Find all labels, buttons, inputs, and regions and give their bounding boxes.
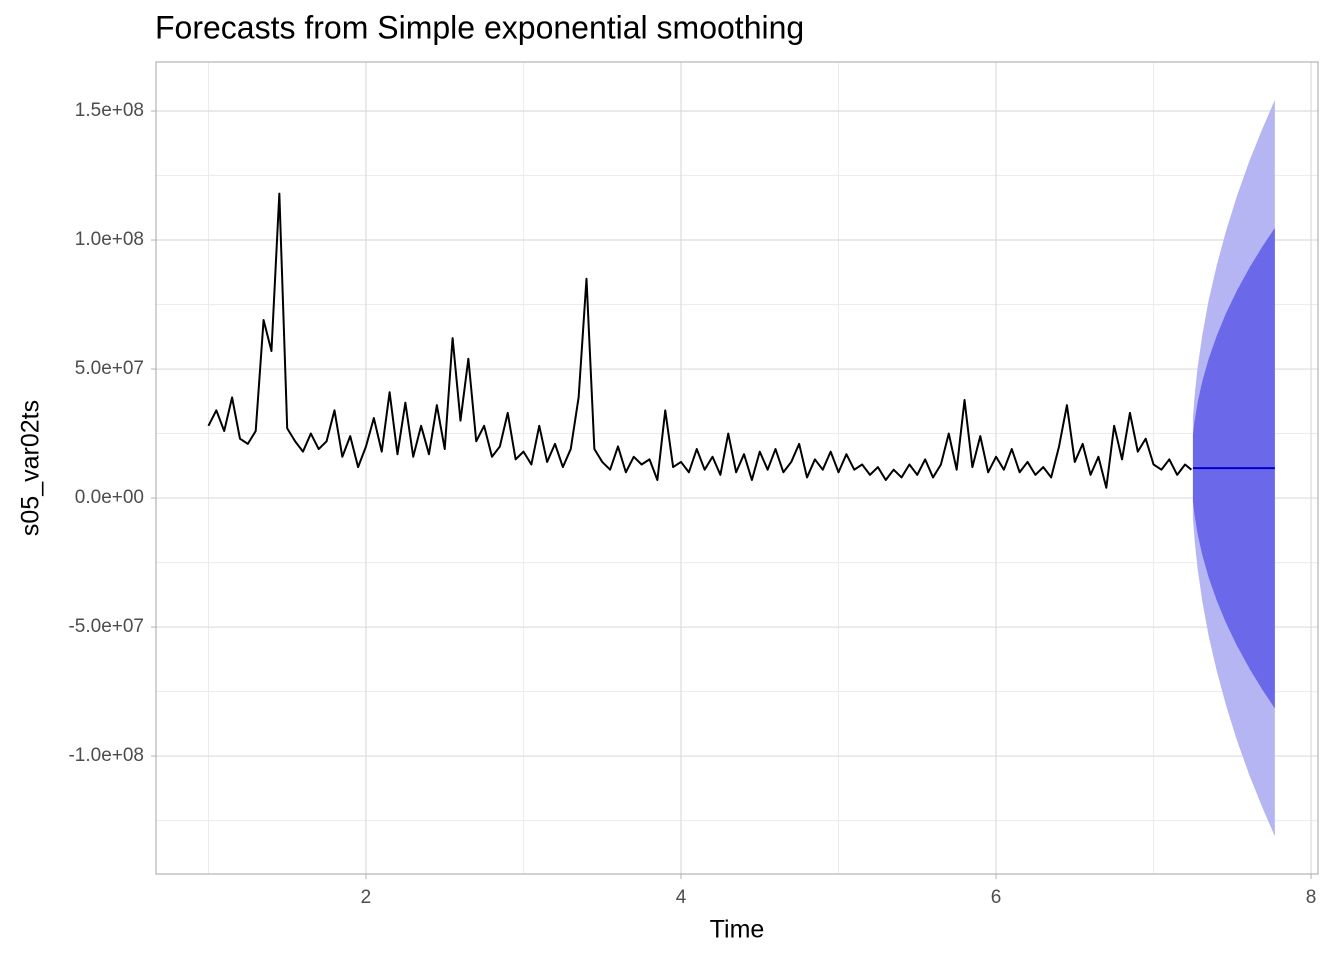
y-tick-label: 1.0e+08 [75, 229, 144, 250]
x-tick-label: 4 [676, 887, 687, 908]
chart-title: Forecasts from Simple exponential smooth… [155, 9, 804, 45]
panel-border [155, 61, 1319, 875]
y-tick-label: 1.5e+08 [75, 100, 144, 121]
y-tick-label: 5.0e+07 [75, 358, 144, 379]
x-tick-label: 6 [991, 887, 1002, 908]
x-tick-label: 8 [1306, 887, 1317, 908]
x-axis-title: Time [710, 916, 765, 944]
series-line [207, 192, 1192, 489]
y-tick-label: 0.0e+00 [75, 487, 144, 508]
y-tick-label: -1.0e+08 [68, 745, 144, 766]
y-axis-title: s05_var02ts [17, 400, 45, 536]
y-tick-label: -5.0e+07 [68, 616, 144, 637]
x-tick-label: 2 [361, 887, 372, 908]
